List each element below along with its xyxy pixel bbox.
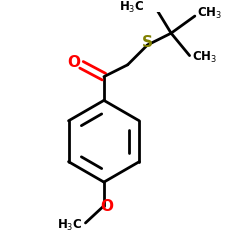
Text: CH$_3$: CH$_3$ [192, 50, 217, 65]
Text: O: O [100, 199, 114, 214]
Text: CH$_3$: CH$_3$ [197, 6, 222, 21]
Text: H$_3$C: H$_3$C [118, 0, 144, 15]
Text: O: O [68, 55, 81, 70]
Text: S: S [142, 36, 153, 51]
Text: H$_3$C: H$_3$C [57, 218, 83, 233]
